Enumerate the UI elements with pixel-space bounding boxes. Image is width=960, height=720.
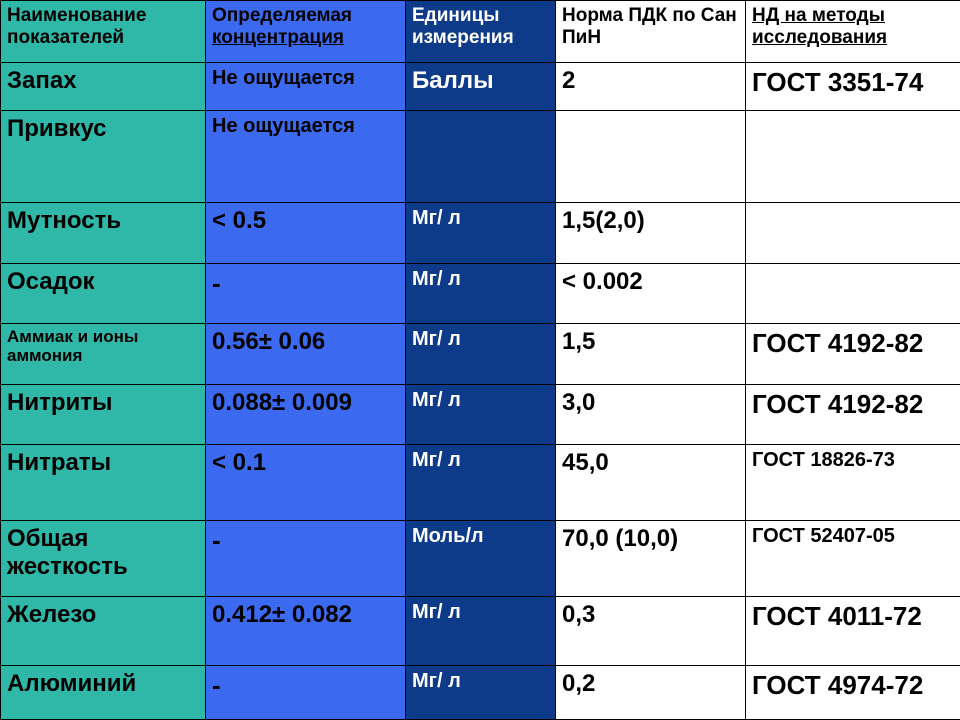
header-units: Единицы измерения: [406, 1, 556, 63]
cell-concentration: -: [206, 263, 406, 324]
cell-name: Нитриты: [1, 384, 206, 445]
cell-units: Мг/ л: [406, 324, 556, 385]
water-analysis-table: Наименование показателей Определяемая ко…: [0, 0, 960, 720]
cell-norm: 3,0: [556, 384, 746, 445]
cell-norm: 1,5: [556, 324, 746, 385]
cell-norm: 45,0: [556, 445, 746, 521]
cell-method: ГОСТ 3351-74: [746, 63, 960, 111]
table-row: Аммиак и ионы аммония0.56± 0.06Мг/ л1,5Г…: [1, 324, 960, 385]
cell-name: Нитраты: [1, 445, 206, 521]
cell-method: ГОСТ 4974-72: [746, 665, 960, 719]
cell-norm: 1,5(2,0): [556, 203, 746, 264]
cell-method: ГОСТ 4192-82: [746, 324, 960, 385]
table-body: ЗапахНе ощущаетсяБаллы2ГОСТ 3351-74Привк…: [1, 63, 960, 720]
cell-name: Общаяжесткость: [1, 521, 206, 597]
header-row: Наименование показателей Определяемая ко…: [1, 1, 960, 63]
header-method: НД на методы исследования: [746, 1, 960, 63]
table-row: Железо0.412± 0.082Мг/ л0,3ГОСТ 4011-72: [1, 596, 960, 665]
table-row: Нитриты0.088± 0.009Мг/ л3,0ГОСТ 4192-82: [1, 384, 960, 445]
table-row: Нитраты< 0.1Мг/ л45,0ГОСТ 18826-73: [1, 445, 960, 521]
cell-norm: 0,3: [556, 596, 746, 665]
header-norm: Норма ПДК по Сан ПиН: [556, 1, 746, 63]
table-row: ПривкусНе ощущается: [1, 110, 960, 203]
cell-units: Мг/ л: [406, 203, 556, 264]
cell-name: Железо: [1, 596, 206, 665]
header-name: Наименование показателей: [1, 1, 206, 63]
cell-concentration: Не ощущается: [206, 63, 406, 111]
cell-units: Мг/ л: [406, 445, 556, 521]
cell-concentration: 0.088± 0.009: [206, 384, 406, 445]
header-conc-line2: концентрация: [212, 27, 344, 48]
cell-name: Запах: [1, 63, 206, 111]
cell-norm: 2: [556, 63, 746, 111]
cell-method: ГОСТ 4011-72: [746, 596, 960, 665]
header-concentration: Определяемая концентрация: [206, 1, 406, 63]
cell-method: [746, 203, 960, 264]
cell-name: Алюминий: [1, 665, 206, 719]
cell-method: [746, 110, 960, 203]
cell-units: Моль/л: [406, 521, 556, 597]
cell-method: ГОСТ 52407-05: [746, 521, 960, 597]
table-row: Осадок-Мг/ л< 0.002: [1, 263, 960, 324]
cell-concentration: 0.56± 0.06: [206, 324, 406, 385]
cell-name: Мутность: [1, 203, 206, 264]
cell-units: [406, 110, 556, 203]
cell-units: Мг/ л: [406, 263, 556, 324]
cell-norm: < 0.002: [556, 263, 746, 324]
cell-concentration: Не ощущается: [206, 110, 406, 203]
cell-norm: 0,2: [556, 665, 746, 719]
cell-method: ГОСТ 4192-82: [746, 384, 960, 445]
cell-concentration: -: [206, 665, 406, 719]
cell-name: Осадок: [1, 263, 206, 324]
cell-name: Привкус: [1, 110, 206, 203]
cell-units: Баллы: [406, 63, 556, 111]
cell-concentration: < 0.1: [206, 445, 406, 521]
cell-method: ГОСТ 18826-73: [746, 445, 960, 521]
cell-concentration: -: [206, 521, 406, 597]
cell-method: [746, 263, 960, 324]
table-row: Общаяжесткость-Моль/л70,0 (10,0)ГОСТ 524…: [1, 521, 960, 597]
table-row: ЗапахНе ощущаетсяБаллы2ГОСТ 3351-74: [1, 63, 960, 111]
header-method-text: НД на методы исследования: [752, 5, 887, 48]
cell-concentration: < 0.5: [206, 203, 406, 264]
cell-units: Мг/ л: [406, 384, 556, 445]
cell-norm: [556, 110, 746, 203]
cell-name: Аммиак и ионы аммония: [1, 324, 206, 385]
cell-norm: 70,0 (10,0): [556, 521, 746, 597]
table-row: Мутность< 0.5Мг/ л1,5(2,0): [1, 203, 960, 264]
table-row: Алюминий-Мг/ л0,2ГОСТ 4974-72: [1, 665, 960, 719]
cell-units: Мг/ л: [406, 596, 556, 665]
header-conc-line1: Определяемая: [212, 5, 352, 26]
cell-concentration: 0.412± 0.082: [206, 596, 406, 665]
cell-units: Мг/ л: [406, 665, 556, 719]
